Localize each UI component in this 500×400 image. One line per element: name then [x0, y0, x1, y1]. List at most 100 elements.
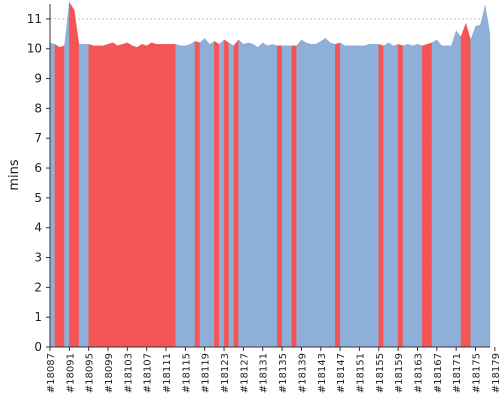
successful-build-band — [431, 39, 438, 348]
successful-build-band — [301, 39, 307, 348]
x-tick-label: #18179 — [491, 353, 500, 393]
failed-build-band — [59, 45, 65, 348]
successful-build-band — [393, 43, 399, 348]
failed-build-band — [214, 40, 220, 348]
successful-build-band — [248, 42, 254, 348]
failed-build-band — [112, 42, 118, 348]
successful-build-band — [180, 45, 186, 348]
failed-build-band — [165, 44, 172, 348]
y-tick-label: 1 — [34, 310, 42, 324]
x-tick-label: #18139 — [297, 353, 308, 393]
x-tick-label: #18127 — [239, 353, 250, 393]
successful-build-band — [368, 44, 375, 348]
successful-build-band — [470, 26, 476, 348]
failed-build-band — [223, 39, 230, 348]
successful-build-band — [64, 2, 70, 348]
successful-build-band — [412, 43, 418, 348]
successful-build-band — [306, 42, 312, 348]
y-tick-label: 11 — [27, 12, 42, 26]
failed-build-band — [465, 23, 471, 348]
successful-build-band — [262, 42, 268, 348]
failed-build-band — [194, 41, 201, 348]
successful-build-band — [286, 45, 292, 348]
x-tick-label: #18175 — [471, 353, 482, 393]
successful-build-band — [475, 24, 481, 348]
failed-build-band — [378, 43, 384, 348]
successful-build-band — [455, 30, 462, 348]
successful-build-band — [354, 45, 360, 348]
failed-build-band — [73, 9, 80, 348]
x-tick-label: #18115 — [181, 353, 192, 393]
successful-build-band — [315, 40, 321, 348]
x-tick-label: #18143 — [317, 353, 328, 393]
failed-build-band — [98, 45, 104, 348]
y-tick-label: 7 — [34, 131, 42, 145]
failed-build-band — [107, 42, 114, 348]
x-tick-label: #18107 — [143, 353, 154, 393]
failed-build-band — [426, 42, 433, 348]
successful-build-band — [199, 37, 205, 348]
successful-build-band — [339, 42, 346, 348]
successful-build-band — [238, 39, 244, 348]
failed-build-band — [170, 44, 176, 348]
failed-build-band — [136, 43, 143, 348]
failed-build-band — [277, 45, 283, 348]
successful-build-band — [228, 42, 234, 348]
x-tick-label: #18135 — [278, 353, 289, 393]
successful-build-band — [436, 39, 442, 348]
successful-build-band — [257, 42, 263, 348]
y-tick-label: 3 — [34, 251, 42, 265]
successful-build-band — [49, 42, 56, 348]
successful-build-band — [185, 43, 191, 348]
y-tick-label: 9 — [34, 72, 42, 86]
successful-build-band — [272, 43, 278, 348]
x-tick-label: #18171 — [452, 353, 463, 393]
y-tick-label: 2 — [34, 280, 42, 294]
successful-build-band — [484, 5, 491, 348]
failed-build-band — [146, 42, 152, 348]
x-tick-label: #18119 — [201, 353, 212, 393]
failed-build-band — [102, 43, 109, 348]
successful-build-band — [359, 45, 365, 348]
failed-build-band — [291, 45, 297, 348]
x-tick-label: #18131 — [259, 353, 270, 393]
successful-build-band — [330, 42, 336, 348]
successful-build-band — [373, 44, 379, 348]
x-tick-label: #18095 — [85, 353, 96, 393]
successful-build-band — [78, 44, 85, 348]
y-tick-label: 4 — [34, 221, 42, 235]
successful-build-band — [204, 37, 210, 348]
successful-build-band — [190, 40, 196, 348]
x-tick-label: #18099 — [104, 353, 115, 393]
x-tick-label: #18087 — [46, 353, 57, 393]
x-tick-label: #18103 — [123, 353, 134, 393]
x-tick-label: #18159 — [394, 353, 405, 393]
successful-build-band — [388, 42, 394, 348]
x-tick-label: #18167 — [433, 353, 444, 393]
x-tick-labels: #18087 #18091 #18095 #18099 #18103 #18107 #181… — [46, 353, 500, 393]
successful-build-band — [310, 44, 317, 348]
successful-build-band — [349, 45, 355, 348]
failed-build-band — [93, 45, 99, 348]
x-tick-label: #18123 — [220, 353, 231, 393]
x-tick-label: #18151 — [355, 353, 366, 393]
successful-build-band — [209, 40, 215, 348]
failed-build-band — [127, 42, 133, 348]
successful-build-band — [480, 5, 486, 348]
successful-build-band — [402, 43, 409, 348]
successful-build-band — [417, 43, 423, 348]
successful-build-band — [320, 37, 326, 348]
failed-build-band — [161, 44, 167, 348]
successful-build-band — [219, 39, 225, 348]
successful-build-band — [451, 30, 457, 348]
failed-build-band — [151, 42, 157, 348]
successful-build-band — [267, 43, 273, 348]
x-tick-label: #18163 — [413, 353, 424, 393]
successful-build-band — [83, 44, 89, 348]
successful-build-band — [364, 43, 370, 348]
successful-build-band — [281, 45, 288, 348]
y-tick-label: 0 — [34, 340, 42, 354]
x-tick-label: #18091 — [65, 353, 76, 393]
y-tick-label: 10 — [27, 42, 42, 56]
